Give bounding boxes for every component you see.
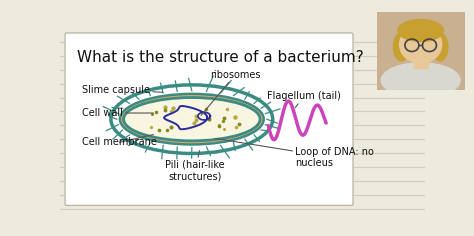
Ellipse shape bbox=[398, 20, 444, 41]
Text: Loop of DNA: no
nucleus: Loop of DNA: no nucleus bbox=[215, 139, 374, 169]
Text: Pili (hair-like
structures): Pili (hair-like structures) bbox=[165, 151, 225, 181]
Text: Cell wall: Cell wall bbox=[82, 108, 153, 118]
Ellipse shape bbox=[124, 97, 260, 141]
Bar bbox=[414, 56, 428, 68]
Ellipse shape bbox=[381, 63, 460, 98]
Text: What is the structure of a bacterium?: What is the structure of a bacterium? bbox=[77, 50, 364, 65]
Ellipse shape bbox=[432, 33, 448, 61]
Text: Flagellum (tail): Flagellum (tail) bbox=[267, 91, 341, 108]
Circle shape bbox=[400, 26, 442, 63]
Text: Cell membrane: Cell membrane bbox=[82, 135, 157, 147]
Text: Slime capsule: Slime capsule bbox=[82, 85, 163, 95]
Text: ribosomes: ribosomes bbox=[201, 70, 261, 115]
Ellipse shape bbox=[393, 33, 409, 61]
Ellipse shape bbox=[128, 102, 255, 136]
Ellipse shape bbox=[120, 94, 264, 144]
FancyBboxPatch shape bbox=[65, 33, 353, 205]
